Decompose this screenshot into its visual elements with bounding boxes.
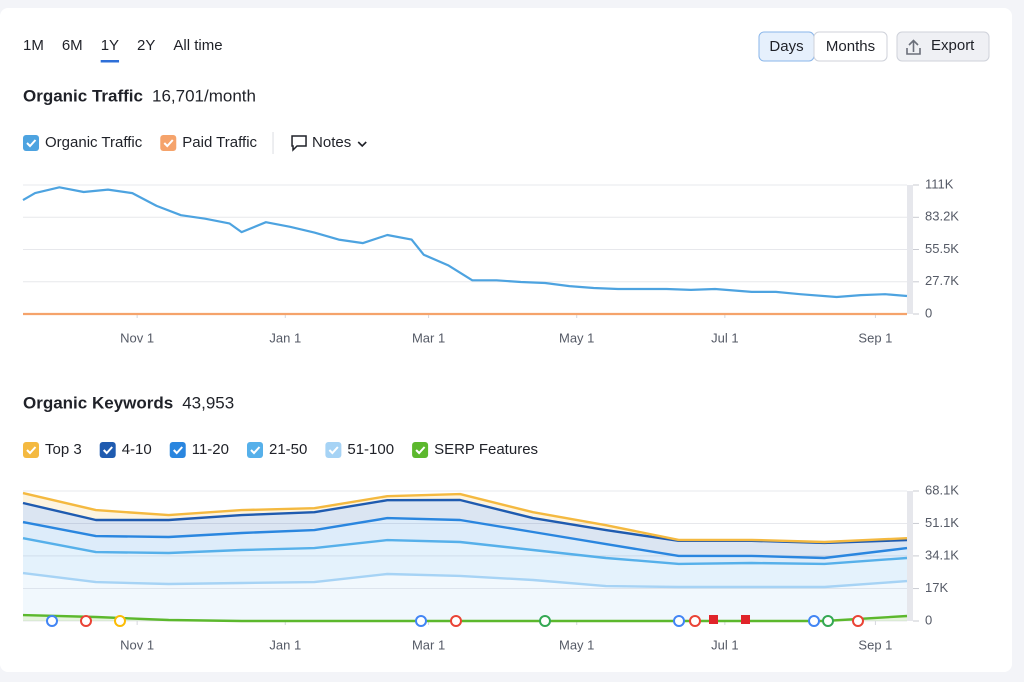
x-tick-label: Nov 1 bbox=[120, 637, 154, 652]
keyword-area bbox=[23, 573, 907, 621]
x-tick-label: Nov 1 bbox=[120, 330, 154, 345]
y-tick-label: 55.5K bbox=[925, 241, 959, 256]
x-tick-label: May 1 bbox=[559, 330, 594, 345]
period-underline bbox=[100, 60, 120, 63]
checkmark bbox=[173, 446, 183, 455]
keyword-area bbox=[23, 500, 907, 558]
x-tick-label: May 1 bbox=[559, 637, 594, 652]
x-tick-label: Mar 1 bbox=[412, 330, 445, 345]
period-tab[interactable]: All time bbox=[173, 37, 222, 54]
legend-checkbox[interactable] bbox=[99, 442, 116, 458]
legend-label[interactable]: 51-100 bbox=[347, 441, 394, 458]
plot-scroll-band bbox=[907, 491, 913, 621]
x-tick-label: Jan 1 bbox=[269, 330, 301, 345]
legend-label[interactable]: Organic Traffic bbox=[45, 134, 143, 151]
x-tick-label: Sep 1 bbox=[858, 330, 892, 345]
legend-checkbox[interactable] bbox=[23, 135, 39, 151]
keyword-line bbox=[22, 516, 908, 560]
export-icon bbox=[906, 39, 921, 55]
y-tick-label: 68.1K bbox=[925, 482, 959, 497]
notes-icon bbox=[291, 135, 307, 152]
checkmark bbox=[26, 446, 37, 455]
legend-checkbox[interactable] bbox=[23, 442, 39, 458]
legend-label[interactable]: 21-50 bbox=[269, 441, 307, 458]
notes-chevron bbox=[357, 141, 367, 148]
legend-label[interactable]: SERP Features bbox=[434, 441, 538, 458]
y-tick-label: 0 bbox=[925, 612, 932, 627]
keyword-line bbox=[22, 571, 908, 589]
keyword-line bbox=[22, 491, 908, 544]
y-tick-label: 17K bbox=[925, 580, 948, 595]
period-tab[interactable]: 2Y bbox=[137, 37, 155, 54]
y-tick-label: 34.1K bbox=[925, 547, 959, 562]
x-tick-label: Jul 1 bbox=[711, 637, 738, 652]
y-tick-label: 51.1K bbox=[925, 515, 959, 530]
section-title: Organic Traffic bbox=[23, 86, 143, 105]
checkmark bbox=[250, 446, 261, 455]
notes-label[interactable]: Notes bbox=[312, 134, 351, 151]
y-tick-label: 27.7K bbox=[925, 273, 959, 288]
period-tab[interactable]: 1M bbox=[23, 37, 44, 54]
section-total: 16,701/month bbox=[152, 86, 256, 105]
export-label[interactable]: Export bbox=[931, 37, 975, 54]
legend-checkbox[interactable] bbox=[160, 135, 177, 151]
x-tick-label: Jan 1 bbox=[269, 637, 301, 652]
period-tab[interactable]: 6M bbox=[62, 37, 83, 54]
card bbox=[0, 8, 1012, 672]
traffic-line bbox=[22, 186, 908, 299]
section-total: 43,953 bbox=[182, 393, 234, 412]
serp-icons bbox=[46, 615, 864, 627]
y-tick-label: 0 bbox=[925, 305, 932, 320]
legend-label[interactable]: Paid Traffic bbox=[182, 134, 257, 151]
plot-scroll-band bbox=[907, 185, 913, 314]
legend-label[interactable]: Top 3 bbox=[45, 441, 82, 458]
section-title: Organic Keywords bbox=[23, 393, 173, 412]
checkmark bbox=[26, 139, 37, 148]
period-tab[interactable]: 1Y bbox=[101, 37, 119, 54]
legend-checkbox[interactable] bbox=[325, 442, 342, 458]
legend-label[interactable]: 4-10 bbox=[122, 441, 152, 458]
granularity-label[interactable]: Months bbox=[826, 38, 875, 55]
checkmark bbox=[102, 446, 113, 455]
keyword-area bbox=[23, 518, 907, 564]
checkmark bbox=[415, 446, 426, 455]
y-tick-label: 111K bbox=[925, 176, 954, 191]
x-tick-label: Mar 1 bbox=[412, 637, 445, 652]
y-tick-label: 83.2K bbox=[925, 209, 959, 224]
keyword-area bbox=[23, 615, 907, 621]
granularity-button[interactable] bbox=[813, 31, 888, 62]
legend-checkbox[interactable] bbox=[412, 442, 429, 458]
granularity-label[interactable]: Days bbox=[769, 38, 803, 55]
checkmark bbox=[328, 446, 339, 455]
legend-checkbox[interactable] bbox=[169, 442, 186, 458]
x-tick-label: Sep 1 bbox=[858, 637, 892, 652]
legend-checkbox[interactable] bbox=[247, 442, 263, 458]
checkmark bbox=[163, 139, 174, 148]
keyword-line bbox=[22, 537, 908, 566]
legend-label[interactable]: 11-20 bbox=[192, 441, 229, 458]
x-tick-label: Jul 1 bbox=[711, 330, 738, 345]
